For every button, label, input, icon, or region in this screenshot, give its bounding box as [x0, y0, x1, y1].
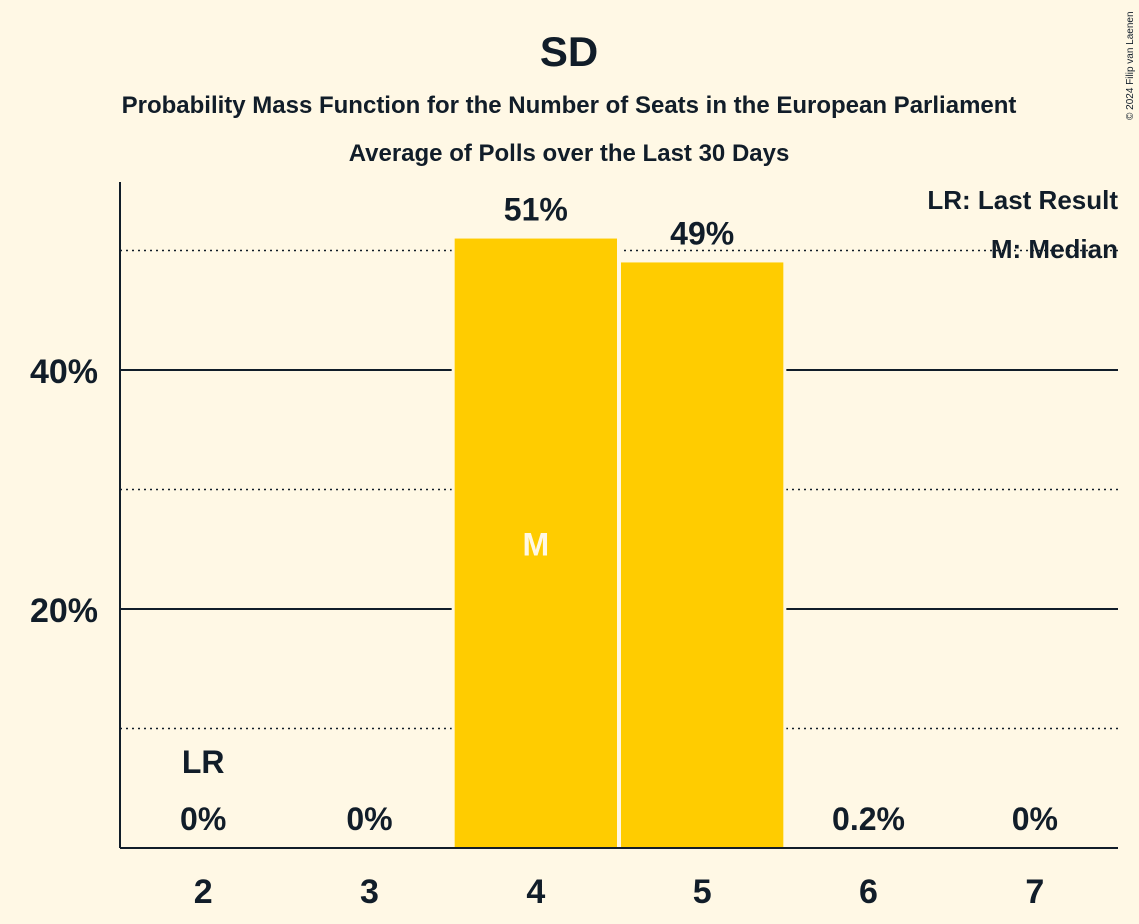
value-label: 0.2%	[832, 801, 905, 837]
x-tick-label: 5	[693, 873, 712, 911]
median-marker: M	[523, 526, 550, 562]
x-tick-label: 2	[194, 873, 213, 911]
copyright-credit: © 2024 Filip van Laenen	[1125, 11, 1136, 120]
value-label: 0%	[1012, 801, 1058, 837]
legend-last-result: LR: Last Result	[927, 185, 1118, 215]
axes: 2 3 4 5 6 7	[119, 182, 1118, 911]
value-label: 0%	[180, 801, 226, 837]
last-result-marker: LR	[182, 744, 225, 780]
bar-seats-5	[621, 262, 784, 848]
y-tick-label: 20%	[30, 592, 98, 630]
value-labels: 0% 0% 51% 49% 0.2% 0% M LR	[180, 192, 1058, 837]
bar-seats-4	[454, 238, 617, 849]
x-tick-label: 4	[526, 873, 545, 911]
legend-median: M: Median	[991, 234, 1118, 264]
value-label: 0%	[346, 801, 392, 837]
x-tick-label: 3	[360, 873, 379, 911]
value-label: 49%	[670, 215, 734, 251]
bars	[451, 236, 787, 849]
value-label: 51%	[504, 192, 568, 228]
chart-subtitle: Probability Mass Function for the Number…	[122, 92, 1017, 119]
chart-title: SD	[540, 28, 598, 75]
chart-subtitle-2: Average of Polls over the Last 30 Days	[349, 140, 790, 167]
x-tick-label: 7	[1025, 873, 1044, 911]
x-tick-label: 6	[859, 873, 878, 911]
y-tick-label: 40%	[30, 353, 98, 391]
